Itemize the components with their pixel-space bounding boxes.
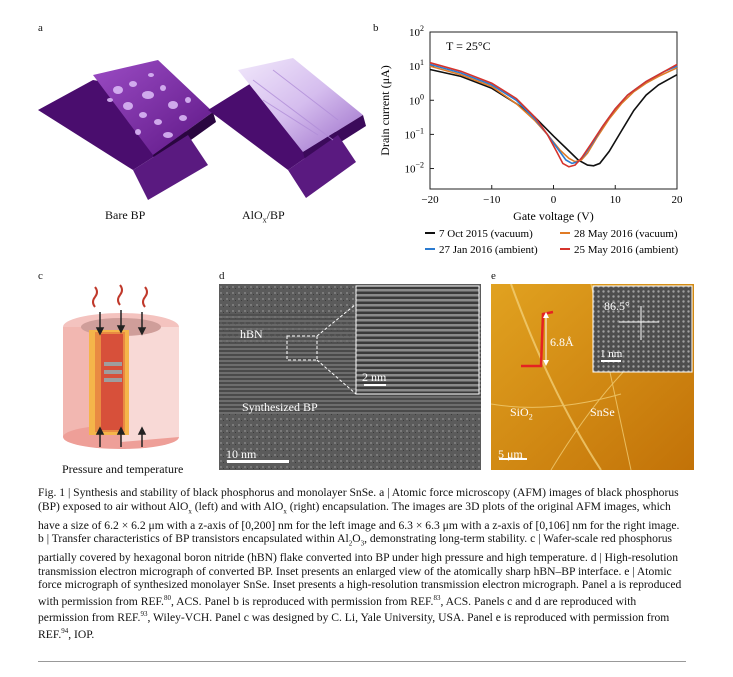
legend-label-1: 7 Oct 2015 (vacuum) <box>439 228 533 240</box>
temperature-annotation: T = 25°C <box>446 39 491 53</box>
panel-e-step-height: 6.8Å <box>550 335 574 349</box>
panel-a-right-caption: AlOx/BP <box>242 208 285 225</box>
series-line-4 <box>429 61 678 168</box>
panel-d-scale-inset: 2 nm <box>362 370 387 384</box>
legend-label-2: 28 May 2016 (vacuum) <box>574 228 678 240</box>
x-tick-label: 20 <box>672 194 684 206</box>
panel-e-afm-image <box>491 284 694 470</box>
panel-c-pressure-cell <box>63 284 179 449</box>
x-tick-label: 0 <box>551 194 557 206</box>
y-tick-label: 101 <box>409 58 424 73</box>
panel-d-tem-image <box>219 284 481 470</box>
y-axis-label: Drain current (μA) <box>378 65 392 155</box>
panel-b-transfer-chart: −20 −10 0 10 20 102 101 100 10−1 10−2 Gate voltage… <box>378 24 684 256</box>
y-tick-label: 100 <box>409 92 424 107</box>
x-axis-label: Gate voltage (V) <box>513 209 594 223</box>
panel-b-label: b <box>373 22 379 34</box>
x-tick-label: −20 <box>421 194 439 206</box>
legend-label-3: 27 Jan 2016 (ambient) <box>439 244 538 256</box>
plot-frame <box>429 31 678 190</box>
legend-label-4: 25 May 2016 (ambient) <box>574 244 679 256</box>
panel-e-snse: SnSe <box>590 405 615 419</box>
y-tick-label: 102 <box>409 24 424 39</box>
panel-c-caption: Pressure and temperature <box>62 462 184 476</box>
panel-a-label: a <box>38 22 43 34</box>
x-tick-label: 10 <box>610 194 622 206</box>
panel-c-label: c <box>38 270 43 282</box>
panel-e-angle: 86.5° <box>604 299 630 313</box>
y-tick-label: 10−1 <box>404 126 424 141</box>
panel-a-left-caption: Bare BP <box>105 208 146 222</box>
figure-caption: Fig. 1 | Synthesis and stability of blac… <box>38 486 682 641</box>
series-line-1 <box>429 68 678 167</box>
panel-d-label: d <box>219 270 225 282</box>
panel-d-scale-main: 10 nm <box>226 447 257 461</box>
panel-d-hbn-tag: hBN <box>240 327 263 341</box>
y-tick-label: 10−2 <box>404 161 424 176</box>
panel-e-label: e <box>491 270 496 282</box>
caption-rule <box>38 661 686 662</box>
panel-e-sio2: SiO2 <box>510 405 533 422</box>
panel-a-afm-images <box>38 58 366 200</box>
panel-d-synth-tag: Synthesized BP <box>242 400 318 414</box>
x-tick-label: −10 <box>483 194 501 206</box>
panel-e-scale-inset: 1 nm <box>600 348 623 360</box>
panel-e-scale-main: 5 μm <box>498 447 523 461</box>
